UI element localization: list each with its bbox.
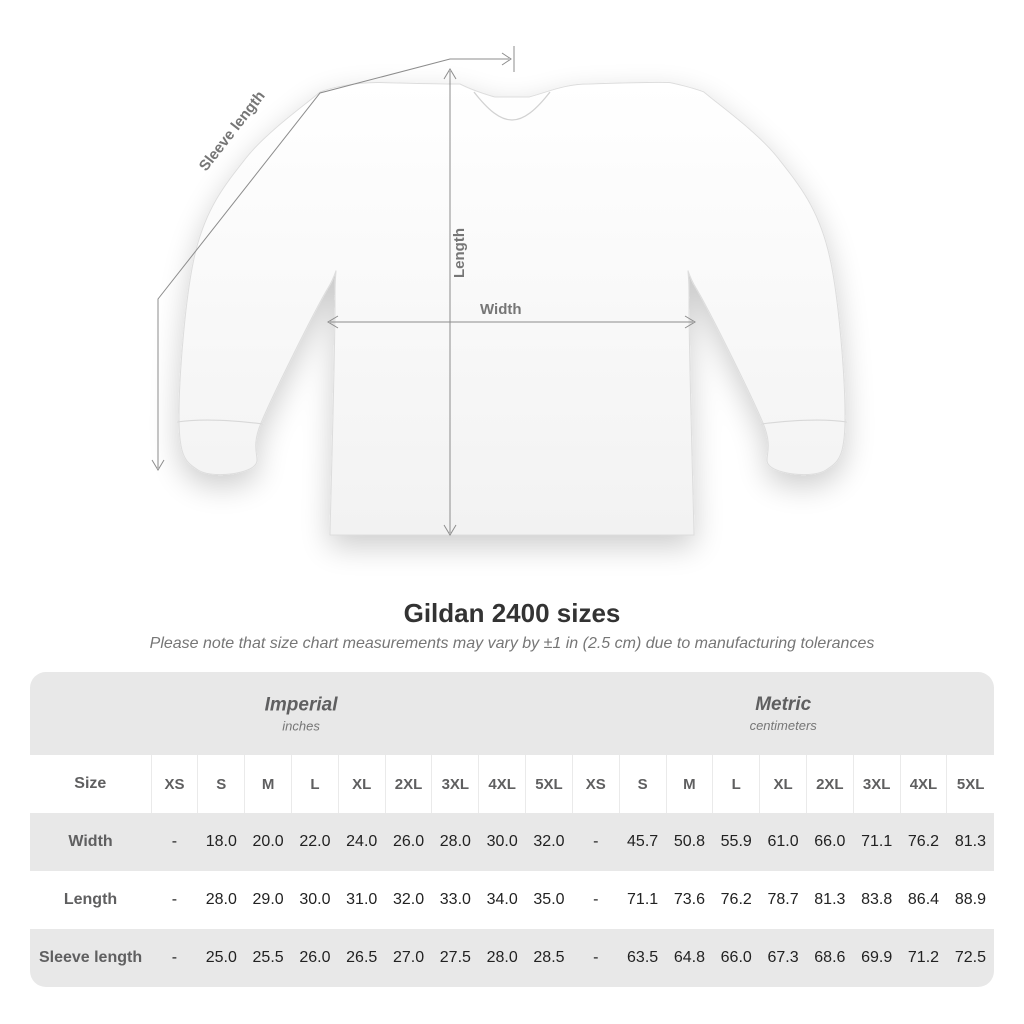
svg-text:Width: Width: [480, 301, 522, 318]
svg-text:Length: Length: [451, 228, 468, 278]
